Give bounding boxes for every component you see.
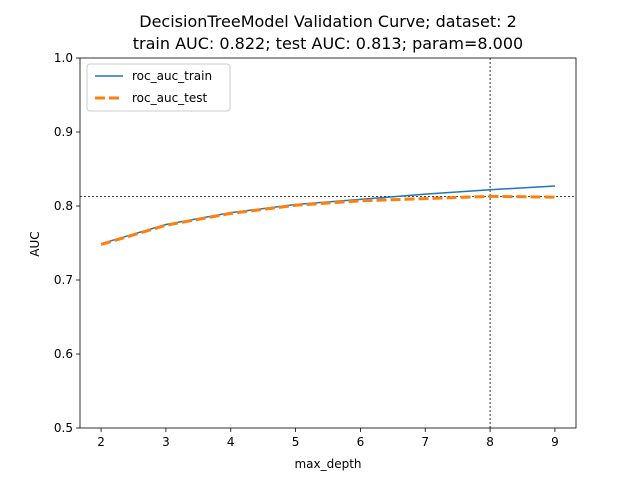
x-tick-label: 9: [551, 435, 559, 449]
x-tick-label: 3: [162, 435, 170, 449]
x-axis-label: max_depth: [294, 457, 361, 471]
x-tick-label: 5: [292, 435, 300, 449]
x-tick-label: 7: [421, 435, 429, 449]
y-tick-label: 0.9: [54, 125, 73, 139]
x-tick-label: 8: [486, 435, 494, 449]
legend: roc_auc_train roc_auc_test: [86, 63, 231, 112]
series-line-roc-auc-test: [100, 194, 555, 246]
chart-title-line2: train AUC: 0.822; test AUC: 0.813; param…: [133, 34, 523, 53]
plot-frame: [79, 57, 577, 429]
y-tick-label: 0.6: [54, 347, 73, 361]
y-axis-label: AUC: [28, 231, 42, 256]
chart-title-line1: DecisionTreeModel Validation Curve; data…: [139, 12, 517, 31]
y-tick-label: 0.5: [54, 421, 73, 435]
x-tick-label: 2: [97, 435, 105, 449]
y-tick-label: 1.0: [54, 51, 73, 65]
x-tick-label: 6: [357, 435, 365, 449]
y-tick-label: 0.8: [54, 199, 73, 213]
y-tick-label: 0.7: [54, 273, 73, 287]
legend-label-roc-auc-test: roc_auc_test: [132, 91, 208, 105]
legend-label-roc-auc-train: roc_auc_train: [132, 69, 212, 83]
x-tick-label: 4: [227, 435, 235, 449]
